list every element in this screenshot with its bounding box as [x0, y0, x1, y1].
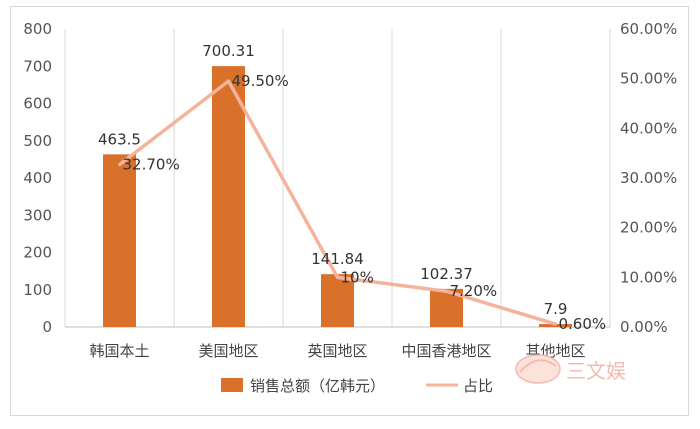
left-axis-tick-label: 500	[23, 132, 52, 150]
category-label: 中国香港地区	[401, 342, 491, 360]
watermark-text: 三文娱	[566, 359, 626, 383]
share-point	[554, 322, 557, 326]
share-point	[118, 163, 121, 167]
category-label: 英国地区	[307, 342, 367, 360]
right-axis-tick-label: 10.00%	[620, 268, 677, 286]
bar	[539, 324, 572, 327]
left-axis-tick-label: 300	[23, 206, 52, 224]
bar	[321, 274, 354, 327]
right-axis-tick-label: 20.00%	[620, 219, 677, 237]
category-label: 韩国本土	[89, 342, 149, 360]
left-axis-tick-label: 400	[23, 169, 52, 187]
bar-value-label: 463.5	[98, 130, 141, 148]
left-axis-tick-label: 100	[23, 281, 52, 299]
category-label: 美国地区	[198, 342, 258, 360]
share-point	[227, 79, 230, 83]
right-axis-tick-label: 30.00%	[620, 169, 677, 187]
bar	[212, 66, 245, 327]
share-value-label: 7.20%	[450, 282, 498, 300]
left-axis-tick-label: 700	[23, 57, 52, 75]
right-axis-tick-label: 60.00%	[620, 20, 677, 38]
watermark: 三文娱	[515, 354, 626, 384]
bar-value-label: 141.84	[311, 250, 364, 268]
right-axis-tick-label: 40.00%	[620, 119, 677, 137]
left-axis-tick-label: 200	[23, 244, 52, 262]
bar	[103, 154, 136, 327]
right-axis-tick-label: 50.00%	[620, 70, 677, 88]
left-axis-tick-label: 600	[23, 95, 52, 113]
right-axis-tick-label: 0.00%	[620, 318, 668, 336]
left-axis-tick-label: 0	[42, 318, 52, 336]
bar-value-label: 102.37	[420, 265, 473, 283]
share-value-label: 32.70%	[123, 156, 180, 174]
legend-bar-label: 销售总额（亿韩元）	[250, 377, 385, 395]
bar-value-label: 7.9	[544, 300, 568, 318]
left-axis-tick-label: 800	[23, 20, 52, 38]
share-value-label: 10%	[341, 268, 374, 286]
watermark-swirl-icon	[519, 359, 557, 373]
share-value-label: 49.50%	[232, 72, 289, 90]
legend: 销售总额（亿韩元） 占比	[221, 377, 493, 395]
bar-value-label: 700.31	[202, 42, 255, 60]
legend-bar-swatch	[221, 378, 243, 392]
legend-line-label: 占比	[463, 377, 493, 395]
share-point	[336, 275, 339, 279]
share-value-label: 0.60%	[559, 315, 607, 333]
share-point	[445, 289, 448, 293]
